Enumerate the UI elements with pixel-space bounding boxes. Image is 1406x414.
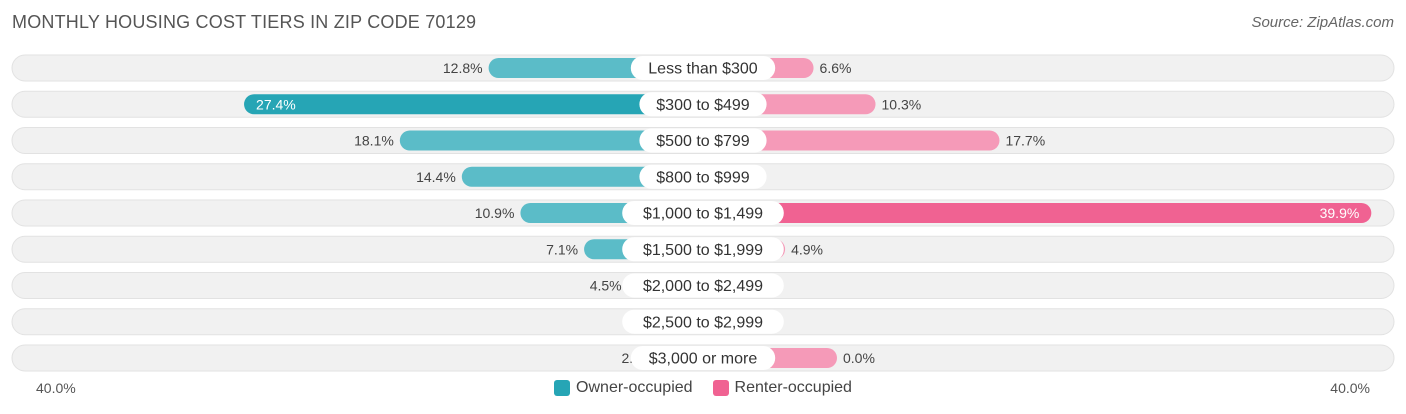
owner-value-label: 12.8% xyxy=(443,60,483,76)
owner-value-label: 7.1% xyxy=(546,241,578,257)
renter-value-label: 10.3% xyxy=(882,96,922,112)
owner-value-label: 14.4% xyxy=(416,169,456,185)
category-pill xyxy=(630,56,776,80)
category-pill xyxy=(639,128,767,153)
owner-value-label: 10.9% xyxy=(475,205,515,221)
category-pill xyxy=(630,346,776,370)
category-label: $500 to $799 xyxy=(656,133,750,150)
category-pill xyxy=(639,164,767,189)
category-pill xyxy=(622,201,784,225)
category-label: $2,500 to $2,999 xyxy=(643,314,763,331)
chart-title: MONTHLY HOUSING COST TIERS IN ZIP CODE 7… xyxy=(12,12,477,32)
axis-label-left: 40.0% xyxy=(36,380,76,396)
legend-label-owner: Owner-occupied xyxy=(576,379,693,396)
renter-value-label: 4.9% xyxy=(791,241,823,257)
legend-item-renter: Renter-occupied xyxy=(712,379,852,397)
legend: Owner-occupied Renter-occupied xyxy=(0,379,1406,397)
category-label: $3,000 or more xyxy=(649,351,758,368)
category-pill xyxy=(622,237,784,262)
legend-item-owner: Owner-occupied xyxy=(554,379,693,397)
legend-label-renter: Renter-occupied xyxy=(734,379,852,396)
category-label: $300 to $499 xyxy=(656,97,750,114)
category-pill xyxy=(639,92,767,117)
category-pill xyxy=(622,309,784,334)
owner-bar xyxy=(244,94,704,115)
renter-bar xyxy=(703,130,1000,151)
category-label: $800 to $999 xyxy=(656,169,750,186)
category-label: $2,000 to $2,499 xyxy=(643,278,763,295)
chart-source: Source: ZipAtlas.com xyxy=(1251,14,1394,31)
legend-swatch-owner xyxy=(554,380,571,396)
owner-bar xyxy=(399,130,703,151)
axis-label-right: 40.0% xyxy=(1330,380,1370,396)
category-label: Less than $300 xyxy=(648,61,758,78)
category-pill xyxy=(622,273,784,298)
renter-value-label: 17.7% xyxy=(1005,133,1045,149)
owner-value-label: 18.1% xyxy=(354,133,394,149)
renter-value-label: 6.6% xyxy=(820,60,852,76)
renter-value-label: 0.0% xyxy=(843,350,875,366)
category-label: $1,500 to $1,999 xyxy=(643,242,763,259)
owner-value-label: 27.4% xyxy=(256,96,296,112)
renter-bar xyxy=(703,203,1372,223)
renter-value-label: 39.9% xyxy=(1320,205,1360,221)
owner-value-label: 4.5% xyxy=(590,278,622,294)
category-label: $1,000 to $1,499 xyxy=(643,206,763,223)
legend-swatch-renter xyxy=(712,380,729,396)
